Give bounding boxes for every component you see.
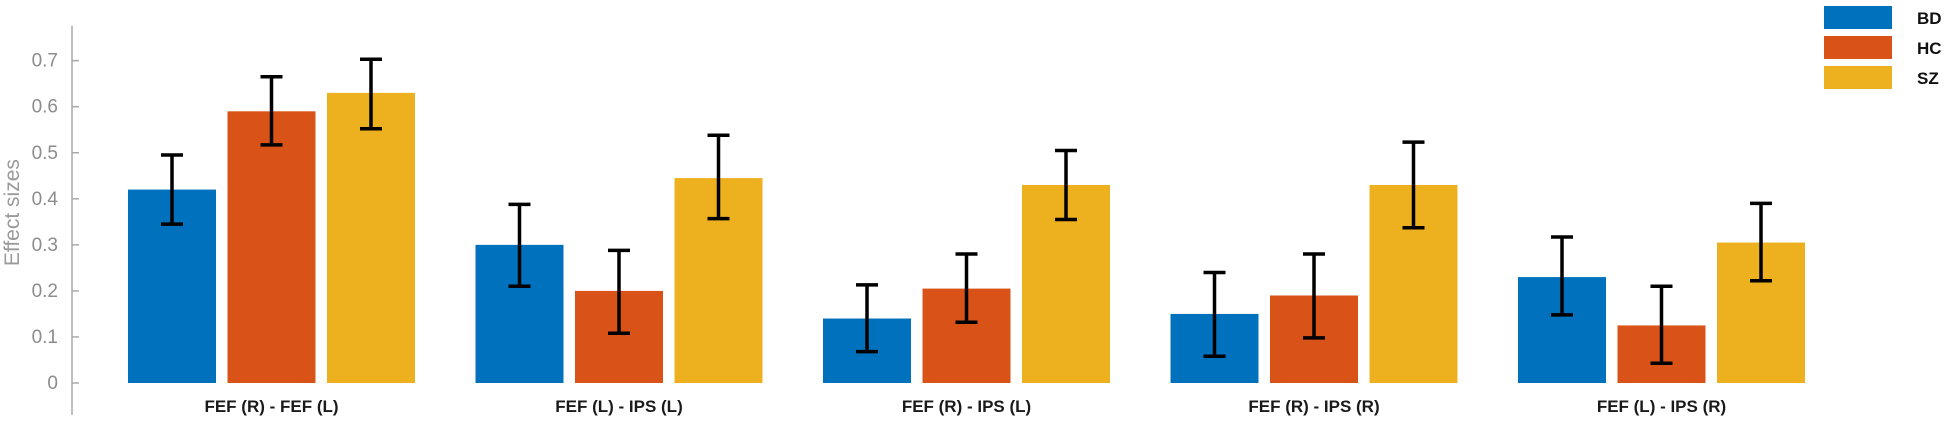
bars-group [128, 92, 1805, 384]
legend-label-bd: BD [1917, 9, 1942, 28]
category-label: FEF (R) - IPS (R) [1248, 397, 1379, 416]
legend-swatch-hc [1824, 36, 1892, 59]
x-tick-labels: FEF (R) - FEF (L) FEF (L) - IPS (L) FEF (R… [204, 397, 1726, 416]
error-bar-hc [1650, 284, 1673, 365]
bar-hc [227, 111, 316, 384]
error-bar-sz [1750, 201, 1772, 283]
error-bar-sz [707, 133, 730, 221]
axes: 0 0.1 0.2 0.3 0.4 0.5 0.6 0.7 [32, 25, 79, 415]
error-bars-group [161, 57, 1772, 365]
category-label: FEF (R) - FEF (L) [204, 397, 338, 416]
error-bar-bd [161, 153, 183, 226]
error-bar-hc [608, 248, 630, 336]
y-tick-label: 0.1 [32, 327, 58, 348]
category-label: FEF (L) - IPS (L) [555, 397, 682, 416]
category-label: FEF (R) - IPS (L) [902, 397, 1031, 416]
y-tick-label: 0 [47, 373, 58, 394]
y-tick-label: 0.7 [32, 51, 58, 72]
error-bar-bd [1203, 270, 1226, 359]
legend: BD HC SZ [1824, 6, 1942, 89]
y-tick-label: 0.2 [32, 281, 58, 302]
error-bar-bd [508, 202, 531, 289]
category-label: FEF (L) - IPS (R) [1597, 397, 1726, 416]
error-bar-hc [955, 252, 978, 324]
error-bar-hc [260, 75, 283, 147]
y-axis-label: Effect sizes [1, 159, 24, 266]
error-bar-sz [1402, 140, 1425, 230]
legend-swatch-sz [1824, 66, 1892, 89]
legend-label-sz: SZ [1917, 69, 1939, 88]
y-tick-label: 0.4 [32, 189, 59, 210]
y-tick-label: 0.3 [32, 235, 58, 256]
error-bar-hc [1303, 252, 1325, 340]
bar-sz [327, 92, 415, 383]
error-bar-bd [1551, 235, 1573, 317]
y-tick-label: 0.6 [32, 97, 58, 118]
legend-label-hc: HC [1917, 39, 1942, 58]
y-tick-label: 0.5 [32, 143, 58, 164]
legend-swatch-bd [1824, 6, 1892, 29]
error-bar-bd [856, 283, 878, 354]
error-bar-sz [1055, 148, 1077, 222]
error-bar-sz [360, 57, 382, 131]
